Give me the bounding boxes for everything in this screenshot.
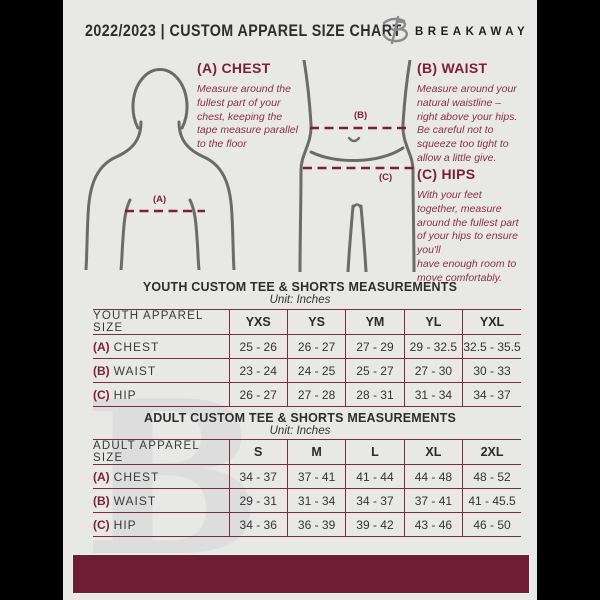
row-prefix: (A) <box>93 339 110 354</box>
youth-header-row: YOUTH APPAREL SIZE YXS YS YM YL YXL <box>93 309 521 335</box>
adult-header-row: ADULT APPAREL SIZE S M L XL 2XL <box>93 439 521 465</box>
page-title: 2022/2023 | CUSTOM APPAREL SIZE CHART <box>85 21 402 40</box>
size-cell: 29 - 31 <box>228 488 288 513</box>
adult-size-table: ADULT APPAREL SIZE S M L XL 2XL (A) CHEST… <box>93 439 521 537</box>
row-prefix: (B) <box>93 493 110 508</box>
adult-size-s: S <box>228 439 288 465</box>
breakaway-logo-icon <box>381 13 411 52</box>
hips-body-text: With your feet together, measure around … <box>417 189 519 284</box>
size-cell: 34 - 37 <box>345 488 405 513</box>
waist-instructions: (B) WAIST Measure around your natural wa… <box>417 60 517 166</box>
youth-size-ys: YS <box>286 309 346 335</box>
youth-size-ym: YM <box>345 309 405 335</box>
row-label: WAIST <box>113 363 157 378</box>
size-cell: 27 - 28 <box>286 382 346 407</box>
size-cell: 41 - 44 <box>345 464 405 489</box>
row-label: WAIST <box>113 493 157 508</box>
size-cell: 44 - 48 <box>403 464 463 489</box>
youth-size-yl: YL <box>403 309 463 335</box>
adult-size-column-label: ADULT APPAREL SIZE <box>93 440 200 464</box>
youth-unit-label: Unit: Inches <box>269 294 331 306</box>
size-cell: 27 - 29 <box>345 334 405 359</box>
youth-section-title: YOUTH CUSTOM TEE & SHORTS MEASUREMENTS <box>142 280 458 294</box>
torso-diagram <box>84 68 236 270</box>
size-cell: 36 - 39 <box>286 512 346 537</box>
adult-size-l: L <box>345 439 405 465</box>
lower-body-diagram <box>298 60 416 272</box>
adult-waist-row: (B) WAIST 29 - 31 31 - 34 34 - 37 37 - 41… <box>93 488 521 513</box>
size-cell: 23 - 24 <box>228 358 288 383</box>
row-prefix: (B) <box>93 363 110 378</box>
row-prefix: (A) <box>93 469 110 484</box>
row-prefix: (C) <box>93 517 110 532</box>
size-cell: 34 - 36 <box>228 512 288 537</box>
adult-waist-label: (B) WAIST <box>93 489 229 513</box>
size-cell: 32.5 - 35.5 <box>462 334 521 359</box>
footer-accent-bar <box>72 554 530 594</box>
row-label: CHEST <box>113 469 160 484</box>
size-cell: 30 - 33 <box>462 358 521 383</box>
chest-instructions: (A) CHEST Measure around the fullest par… <box>197 60 298 152</box>
size-cell: 34 - 37 <box>228 464 288 489</box>
size-cell: 39 - 42 <box>345 512 405 537</box>
row-label: HIP <box>113 387 137 402</box>
youth-hip-label: (C) HIP <box>93 383 229 407</box>
size-cell: 25 - 27 <box>345 358 405 383</box>
size-cell: 24 - 25 <box>286 358 346 383</box>
size-cell: 27 - 30 <box>403 358 463 383</box>
youth-size-yxs: YXS <box>228 309 288 335</box>
adult-hip-label: (C) HIP <box>93 513 229 537</box>
size-cell: 26 - 27 <box>286 334 346 359</box>
adult-section-title: ADULT CUSTOM TEE & SHORTS MEASUREMENTS <box>143 411 456 425</box>
waist-heading: (B) WAIST <box>417 60 488 76</box>
row-prefix: (C) <box>93 387 110 402</box>
row-label: HIP <box>113 517 137 532</box>
size-cell: 29 - 32.5 <box>403 334 463 359</box>
adult-size-m: M <box>286 439 346 465</box>
size-cell: 25 - 26 <box>228 334 288 359</box>
adult-size-2xl: 2XL <box>462 439 521 465</box>
size-cell: 31 - 34 <box>286 488 346 513</box>
size-cell: 28 - 31 <box>345 382 405 407</box>
youth-chest-row: (A) CHEST 25 - 26 26 - 27 27 - 29 29 - 32… <box>93 334 521 359</box>
hips-line-label: (C) <box>379 172 393 183</box>
size-cell: 34 - 37 <box>462 382 521 407</box>
size-cell: 46 - 50 <box>462 512 521 537</box>
youth-size-table: YOUTH APPAREL SIZE YXS YS YM YL YXL (A) C… <box>93 309 521 407</box>
chart-page: B 2022/2023 | CUSTOM APPAREL SIZE CHART … <box>63 0 537 600</box>
adult-chest-row: (A) CHEST 34 - 37 37 - 41 41 - 44 44 - 48… <box>93 464 521 489</box>
youth-chest-label: (A) CHEST <box>93 335 229 359</box>
chest-line-label: (A) <box>153 194 167 205</box>
adult-size-xl: XL <box>403 439 463 465</box>
size-cell: 31 - 34 <box>403 382 463 407</box>
waist-line-label: (B) <box>354 110 368 121</box>
youth-size-yxl: YXL <box>462 309 521 335</box>
chest-body-text: Measure around the fullest part of your … <box>197 83 298 151</box>
adult-hip-row: (C) HIP 34 - 36 36 - 39 39 - 42 43 - 46 4… <box>93 512 521 537</box>
adult-unit-label: Unit: Inches <box>269 425 331 437</box>
youth-size-column-label: YOUTH APPAREL SIZE <box>93 310 204 334</box>
adult-chest-label: (A) CHEST <box>93 465 229 489</box>
youth-waist-row: (B) WAIST 23 - 24 24 - 25 25 - 27 27 - 30… <box>93 358 521 383</box>
waist-body-text: Measure around your natural waistline – … <box>417 83 518 164</box>
size-cell: 37 - 41 <box>403 488 463 513</box>
youth-waist-label: (B) WAIST <box>93 359 229 383</box>
hips-instructions: (C) HIPS With your feet together, measur… <box>417 166 519 286</box>
youth-hip-row: (C) HIP 26 - 27 27 - 28 28 - 31 31 - 34 3… <box>93 382 521 407</box>
size-cell: 26 - 27 <box>228 382 288 407</box>
row-label: CHEST <box>113 339 160 354</box>
size-cell: 43 - 46 <box>403 512 463 537</box>
hips-heading: (C) HIPS <box>417 166 476 182</box>
chest-heading: (A) CHEST <box>197 60 271 76</box>
size-cell: 48 - 52 <box>462 464 521 489</box>
size-cell: 41 - 45.5 <box>462 488 521 513</box>
brand-name: BREAKAWAY <box>415 26 530 38</box>
size-cell: 37 - 41 <box>286 464 346 489</box>
